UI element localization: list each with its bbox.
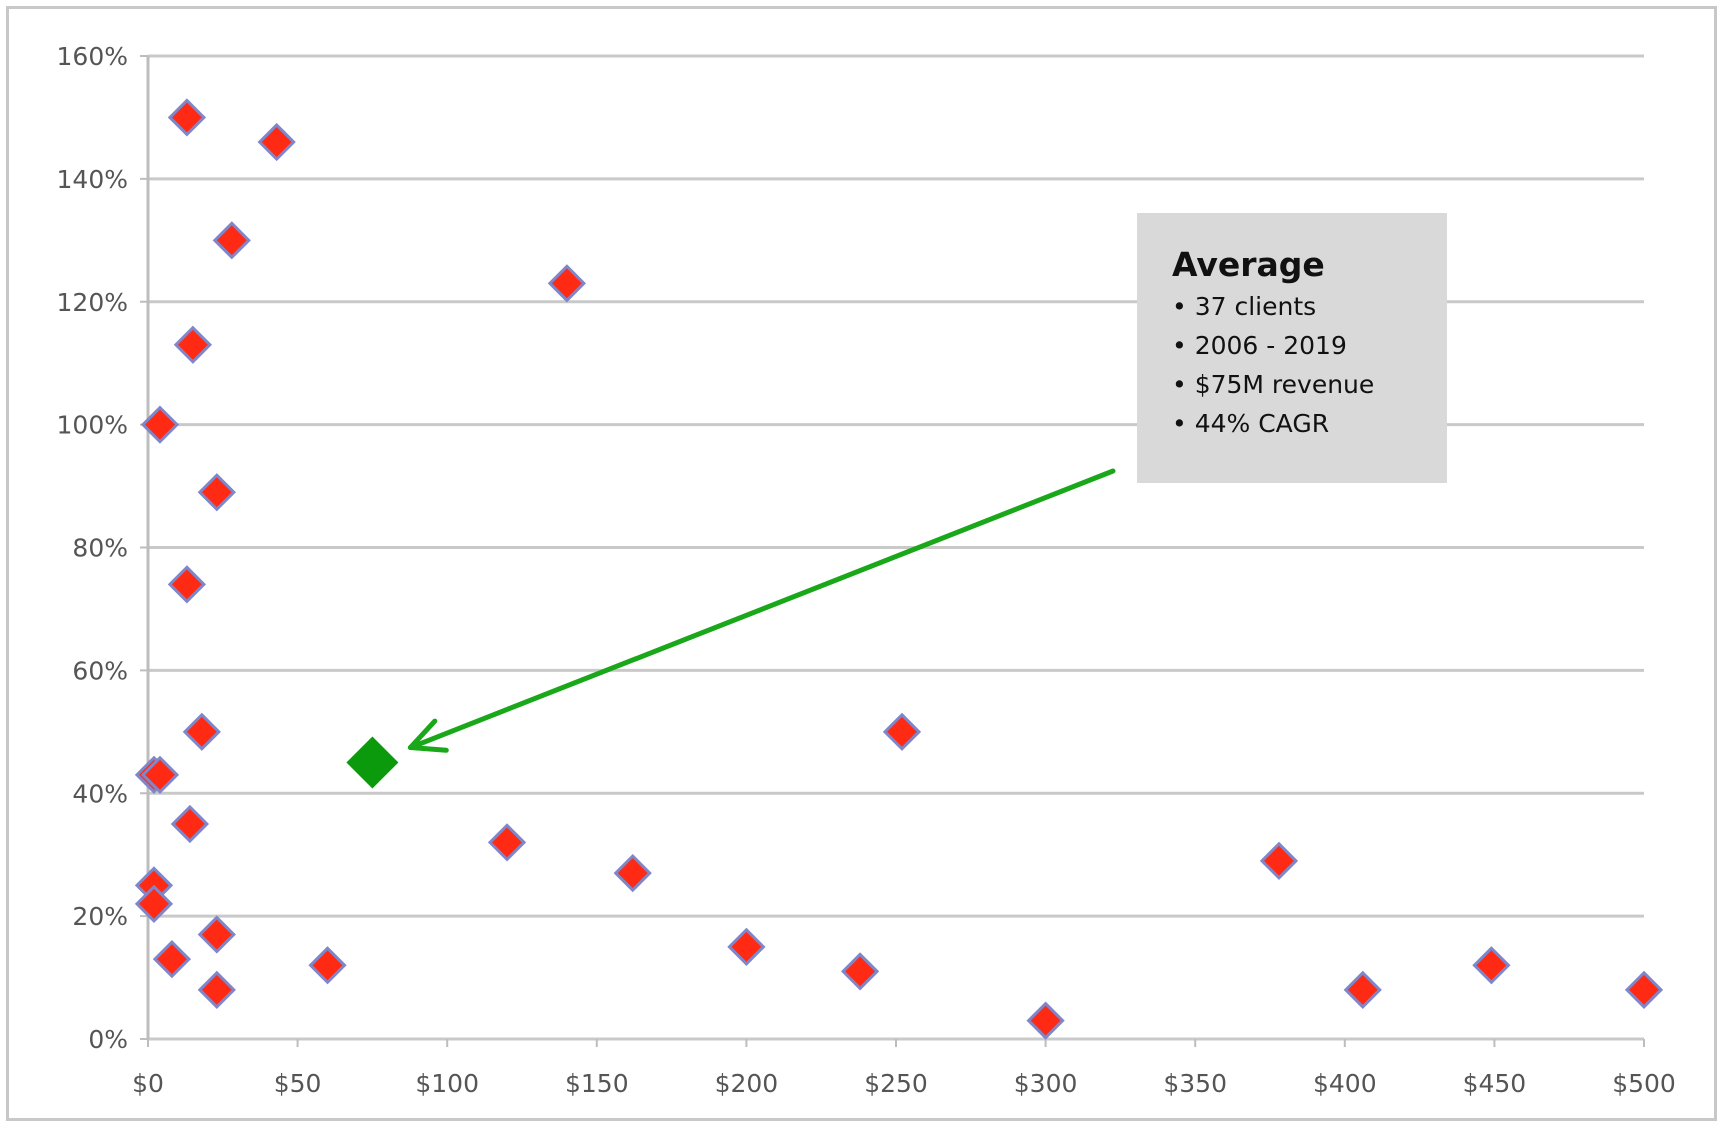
client-point <box>152 940 192 979</box>
data-points <box>134 98 1664 1040</box>
client-point <box>197 970 236 1009</box>
y-tick-label: 100% <box>57 411 128 440</box>
arrow-shaft <box>407 468 1116 751</box>
average-annotation-box: Average • 37 clients • 2006 - 2019 • $75… <box>1137 213 1447 483</box>
average-arrow <box>407 468 1116 753</box>
x-tick-label: $500 <box>1612 1069 1676 1098</box>
client-point <box>1343 970 1382 1009</box>
x-tick-label: $400 <box>1313 1069 1377 1098</box>
client-point <box>487 823 527 862</box>
x-tick-label: $450 <box>1463 1069 1527 1098</box>
client-point <box>1472 946 1511 985</box>
grid-lines <box>148 54 1644 1041</box>
client-point <box>840 952 880 991</box>
x-tick-label: $150 <box>565 1069 629 1098</box>
client-point <box>882 712 922 751</box>
client-point <box>197 915 236 954</box>
client-point <box>167 98 207 137</box>
y-tick-label: 160% <box>57 42 128 71</box>
x-tick-label: $50 <box>274 1069 322 1098</box>
y-tick-label: 140% <box>57 165 128 194</box>
x-tick-labels: $0 $50 $100 $150 $200 $250 $300 $350 $400 $450 $50… <box>132 1069 1676 1098</box>
client-point <box>173 325 213 364</box>
y-tick-label: 120% <box>57 288 128 317</box>
average-point <box>346 736 399 789</box>
y-tick-label: 20% <box>72 902 128 931</box>
client-point <box>1026 1001 1065 1040</box>
y-tick-label: 80% <box>72 534 128 563</box>
client-point <box>547 264 587 303</box>
x-tick-label: $200 <box>715 1069 779 1098</box>
annotation-line-cagr: • 44% CAGR <box>1172 409 1330 438</box>
x-tick-label: $350 <box>1163 1069 1227 1098</box>
client-point <box>182 712 221 751</box>
chart-frame <box>6 6 1717 1121</box>
y-tick-label: 0% <box>88 1025 128 1054</box>
client-point <box>613 853 652 893</box>
axes <box>140 55 1645 1047</box>
x-tick-label: $300 <box>1014 1069 1078 1098</box>
arrow-head <box>407 718 449 753</box>
x-tick-label: $250 <box>864 1069 928 1098</box>
client-point <box>170 804 210 844</box>
x-tick-label: $0 <box>132 1069 164 1098</box>
annotation-line-clients: • 37 clients <box>1172 292 1317 321</box>
client-point <box>257 122 296 162</box>
client-point <box>308 946 347 985</box>
client-point <box>167 565 207 604</box>
client-point <box>212 221 251 260</box>
client-point <box>140 755 180 794</box>
x-tick-label: $100 <box>415 1069 479 1098</box>
client-point <box>1259 841 1299 880</box>
annotation-title: Average <box>1172 245 1325 284</box>
client-point <box>197 473 236 512</box>
annotation-line-revenue: • $75M revenue <box>1172 370 1375 399</box>
client-point <box>140 405 180 444</box>
annotation-line-years: • 2006 - 2019 <box>1172 331 1347 360</box>
y-tick-label: 60% <box>72 656 128 685</box>
client-point <box>134 884 174 923</box>
client-point <box>1624 970 1664 1009</box>
client-point <box>727 927 766 966</box>
y-tick-label: 40% <box>72 779 128 808</box>
y-tick-labels: 0% 20% 40% 60% 80% 100% 120% 140% 160% <box>57 42 128 1054</box>
